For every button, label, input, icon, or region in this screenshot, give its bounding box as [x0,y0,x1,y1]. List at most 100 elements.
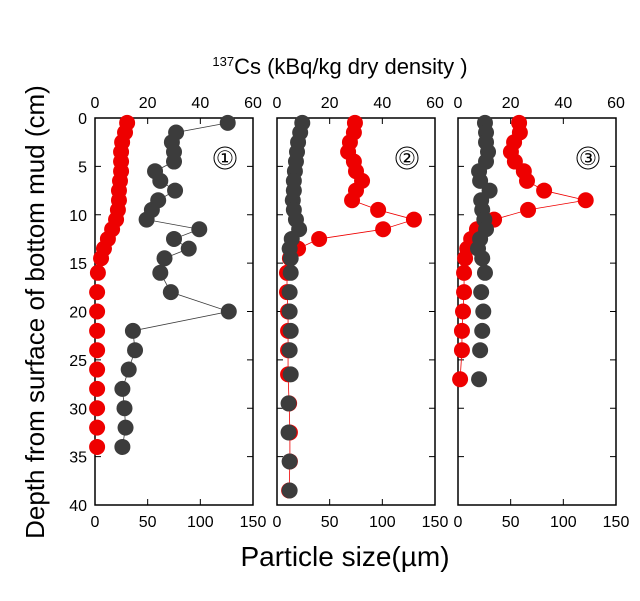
data-point [89,284,106,301]
top-tick-label: 60 [426,95,444,112]
data-point [475,303,492,320]
data-point [89,322,106,339]
data-point [281,453,298,470]
data-point [282,322,299,339]
x-tick-label: 50 [139,514,157,531]
data-point [281,342,298,359]
data-point [405,211,422,228]
data-point [476,264,493,281]
data-point [89,380,106,397]
data-point [117,419,134,436]
x-tick-label: 0 [273,514,282,531]
data-point [89,264,106,281]
x-tick-label: 100 [187,514,214,531]
y-axis-title: Depth from surface of bottom mud (cm) [20,85,50,539]
x-tick-label: 100 [550,514,577,531]
x-tick-label: 0 [454,514,463,531]
data-point [220,303,237,320]
data-point [166,230,182,247]
top-tick-label: 40 [554,95,572,112]
data-point [89,400,106,417]
data-point [474,322,491,339]
data-point [127,342,144,359]
x-tick-label: 150 [422,514,449,531]
y-tick-label: 5 [78,159,87,176]
data-point [156,250,173,267]
top-tick-label: 0 [454,95,463,112]
data-point [472,342,489,359]
x-axis-title: Particle size(µm) [240,541,449,572]
top-axis-text: Cs (kBq/kg dry density ) [234,54,468,79]
data-point [452,371,469,388]
data-point [116,400,133,417]
y-tick-label: 15 [69,256,87,273]
data-point [518,172,535,189]
connector-line [286,122,416,491]
x-tick-label: 150 [603,514,630,531]
data-point [89,342,106,359]
y-tick-label: 40 [69,498,87,515]
data-point [370,201,387,218]
top-tick-label: 0 [273,95,282,112]
panel-label-ring [213,146,237,170]
data-point [219,114,236,131]
data-point [282,264,299,281]
data-point [120,361,137,378]
data-point [453,322,470,339]
data-point [152,264,169,281]
data-point [162,284,179,301]
superscript: 137 [212,54,234,69]
data-point [471,371,488,388]
data-point [114,380,131,397]
panel-label: ② [398,148,416,170]
data-point [455,303,472,320]
data-point [280,424,297,441]
x-tick-label: 150 [240,514,267,531]
data-point [280,395,297,412]
y-tick-label: 25 [69,353,87,370]
x-tick-label: 50 [502,514,520,531]
y-tick-label: 0 [78,111,87,128]
y-tick-label: 20 [69,305,87,322]
data-point [456,264,473,281]
data-point [536,182,553,199]
data-point [520,201,537,218]
data-point [89,361,106,378]
top-axis-title: 137Cs (kBq/kg dry density ) [212,54,467,79]
data-point [453,342,470,359]
panel-label: ③ [579,148,597,170]
data-point [114,438,131,455]
data-point [89,438,106,455]
data-point [311,230,328,247]
top-tick-label: 40 [191,95,209,112]
data-point [282,250,299,267]
x-tick-label: 0 [91,514,100,531]
data-point [577,192,594,209]
top-tick-label: 40 [373,95,391,112]
top-tick-label: 0 [91,95,100,112]
data-point [474,250,491,267]
panel-label: ① [216,148,234,170]
data-point [456,284,473,301]
data-point [167,182,184,199]
data-point [281,482,298,499]
top-tick-label: 60 [607,95,625,112]
y-tick-label: 10 [69,208,87,225]
data-point [152,172,169,189]
panel-label-ring [576,146,600,170]
data-point [89,419,106,436]
top-tick-label: 20 [139,95,157,112]
data-point [93,250,110,267]
top-tick-label: 20 [321,95,339,112]
data-point [375,221,392,238]
data-point [89,303,106,320]
data-point [281,303,298,320]
data-point [344,192,361,209]
connector-line [121,122,231,448]
data-point [166,153,182,170]
top-tick-label: 20 [502,95,520,112]
top-tick-label: 60 [244,95,262,112]
data-point [282,366,299,383]
data-point [473,284,490,301]
x-tick-label: 100 [369,514,396,531]
